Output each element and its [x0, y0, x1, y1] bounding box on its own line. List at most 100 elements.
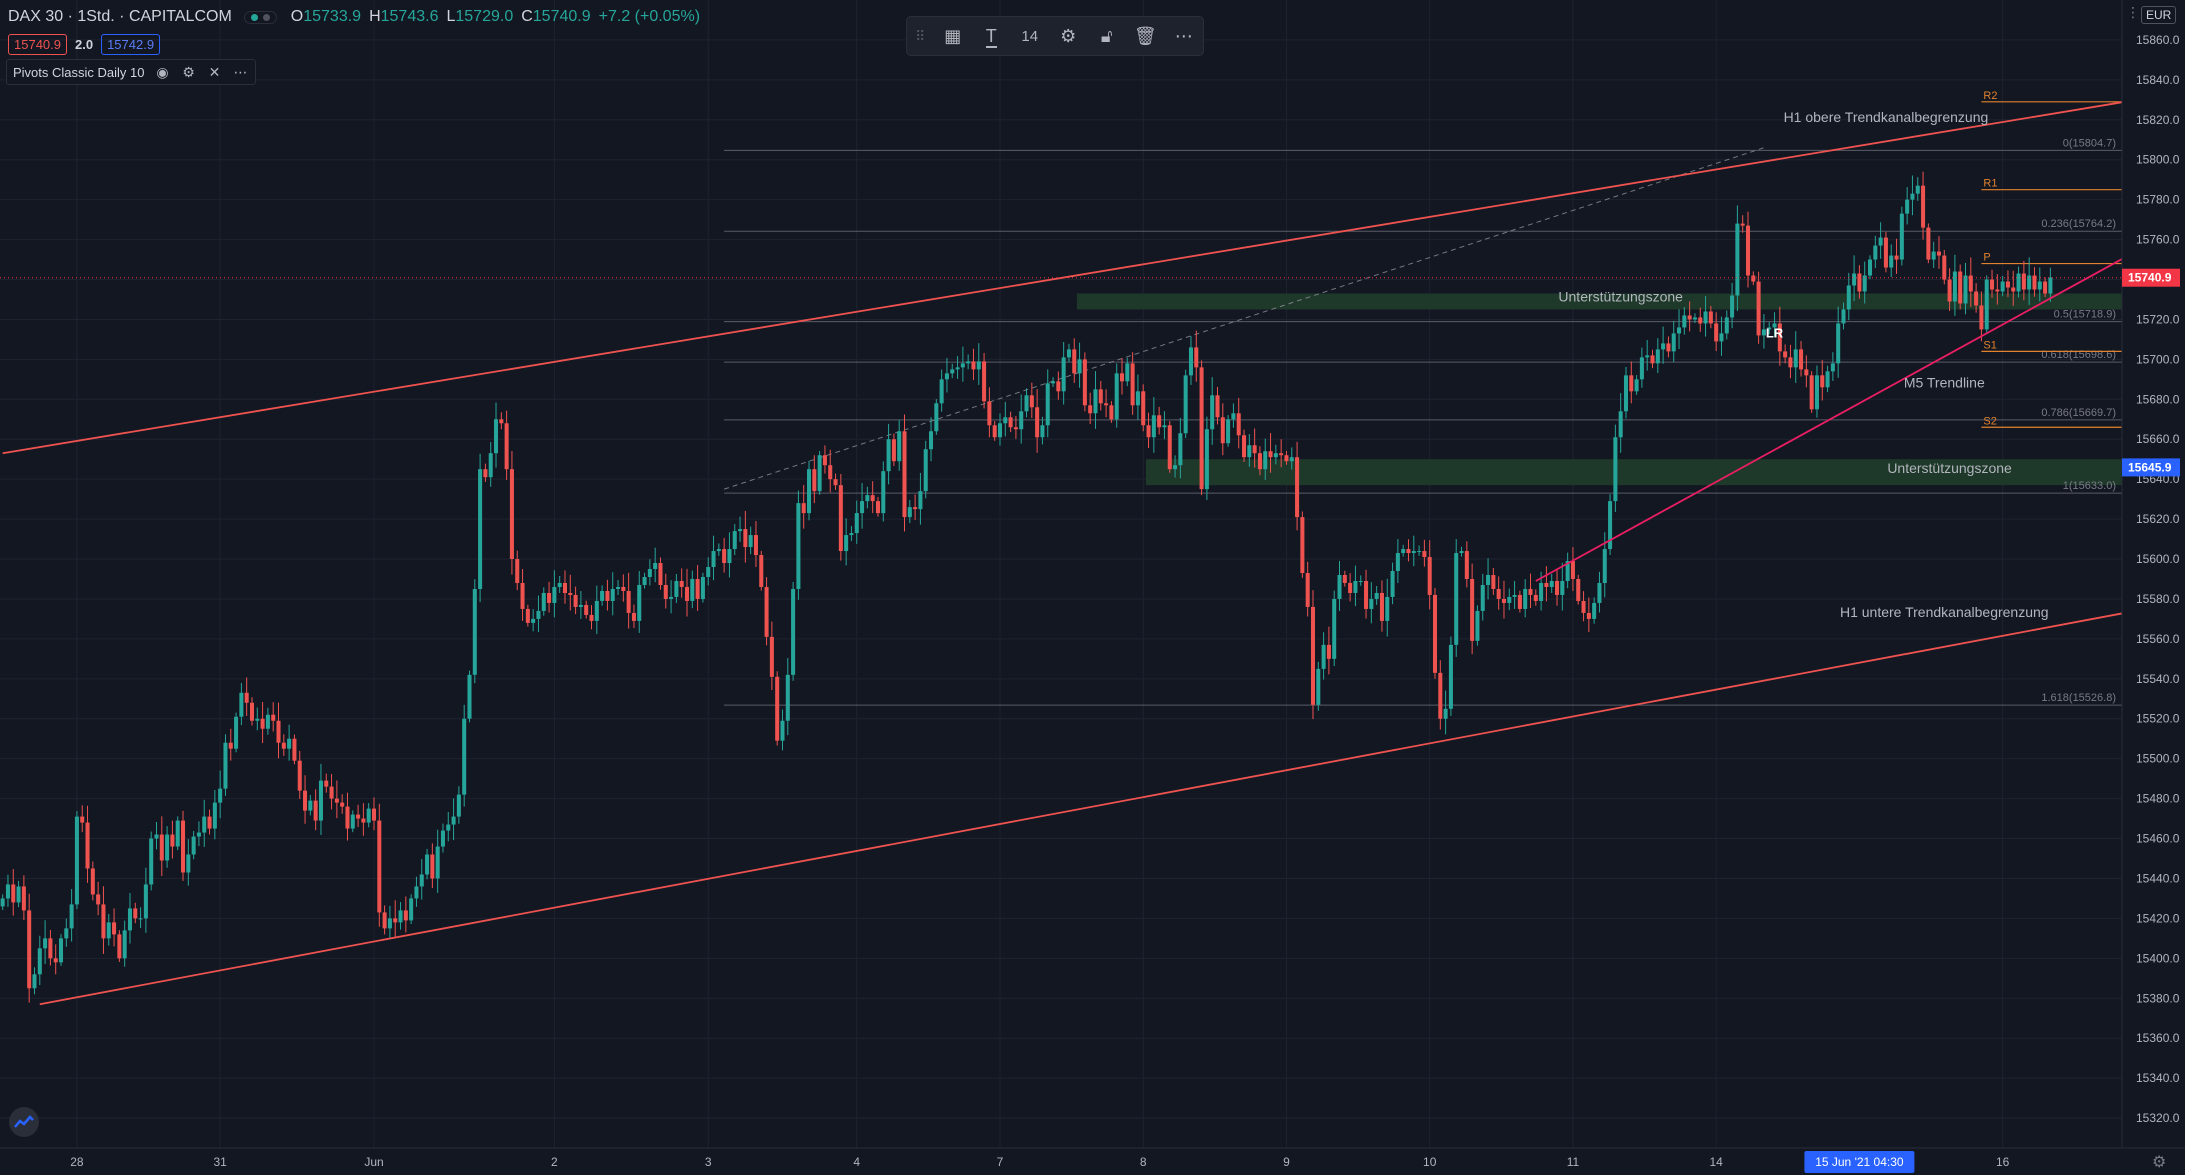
candle-body [838, 485, 843, 552]
price-tick-label: 15820.0 [2136, 113, 2180, 127]
candle-body [1597, 582, 1602, 603]
candle-body [366, 808, 371, 823]
candle-body [1501, 598, 1506, 603]
candle-body [1523, 588, 1528, 609]
candle-body [440, 830, 445, 847]
fib-level-label: 0.618(15698.6) [2041, 349, 2116, 361]
symbol-name[interactable]: DAX 30 · 1Std. · CAPITALCOM [8, 8, 232, 25]
candle-body [1809, 375, 1814, 410]
crosshair-time-badge [1804, 1151, 1915, 1173]
price-tick-label: 15760.0 [2136, 233, 2180, 247]
candle-body [1724, 317, 1729, 334]
candle-body [1305, 573, 1310, 607]
gear-icon[interactable]: ⚙ [182, 63, 195, 80]
drag-handle-icon[interactable]: ⠿ [915, 27, 926, 44]
candle-body [732, 531, 737, 550]
price-tick-label: 15460.0 [2136, 832, 2180, 846]
time-tick-label: 9 [1283, 1155, 1290, 1169]
chart-settings-icon[interactable]: ⚙ [2152, 1154, 2167, 1171]
candle-body [1125, 363, 1130, 382]
candle-body [1846, 285, 1851, 310]
candle-body [1470, 578, 1475, 641]
candle-body [1990, 279, 1995, 290]
font-size-select[interactable]: 14 [1021, 27, 1039, 45]
candle-body [1310, 606, 1316, 705]
candle-body [1459, 551, 1464, 554]
candle-body [1247, 445, 1252, 458]
candle-body [1677, 327, 1682, 334]
candle-body [780, 720, 785, 741]
price-tick-label: 15860.0 [2136, 33, 2180, 47]
chart-annotation: Unterstützungszone [1558, 288, 1683, 304]
candle-body [525, 608, 530, 623]
candle-body [1316, 668, 1321, 705]
candle-body [1178, 433, 1183, 466]
candle-body [1162, 425, 1167, 428]
candle-body [817, 455, 822, 492]
candle-body [414, 886, 419, 899]
market-status[interactable] [243, 10, 277, 24]
time-tick-label: 31 [213, 1155, 227, 1169]
sell-price-button[interactable]: 15740.9 [8, 33, 67, 55]
candle-body [753, 535, 758, 556]
price-tick-label: 15480.0 [2136, 792, 2180, 806]
candle-body [361, 818, 366, 823]
fib-level-label: 0(15804.7) [2063, 137, 2116, 149]
candle-body [1836, 323, 1841, 364]
delete-icon[interactable]: 🗑︎ [1133, 25, 1157, 46]
candle-body [1188, 347, 1193, 376]
candle-body [1560, 580, 1565, 595]
candle-body [1242, 435, 1247, 458]
candle-body [1655, 349, 1660, 364]
candle-body [2011, 287, 2016, 292]
candle-body [907, 507, 912, 518]
lock-icon[interactable]: 🔓︎ [1100, 25, 1113, 46]
tradingview-logo-icon[interactable] [9, 1107, 39, 1137]
settings-icon[interactable]: ⚙ [1060, 25, 1077, 46]
candle-body [1130, 363, 1135, 406]
candle-body [292, 738, 297, 761]
symbol-legend[interactable]: DAX 30 · 1Std. · CAPITALCOM O 15733.9 H 15… [8, 6, 700, 28]
more-icon[interactable]: ⋯ [1174, 25, 1193, 46]
candle-body [483, 469, 488, 478]
candle-body [934, 403, 939, 432]
candle-body [1104, 403, 1109, 406]
candle-body [1539, 582, 1544, 601]
candle-body [303, 790, 308, 811]
candle-body [1921, 185, 1926, 228]
candle-body [674, 580, 679, 597]
price-tick-label: 15400.0 [2136, 951, 2180, 965]
candle-body [1820, 375, 1825, 388]
candle-body [1613, 437, 1618, 502]
indicator-name[interactable]: Pivots Classic Daily 10 [13, 64, 145, 80]
candle-body [425, 854, 430, 875]
candle-body [950, 369, 955, 374]
candle-body [350, 814, 355, 829]
candle-body [1714, 323, 1719, 342]
candle-body [1984, 279, 1989, 330]
pivot-label: R2 [1983, 90, 1997, 102]
candle-body [1555, 580, 1560, 595]
templates-icon[interactable]: ▦ [944, 25, 962, 46]
candle-body [308, 800, 313, 811]
currency-label[interactable]: EUR [2141, 6, 2177, 24]
eye-icon[interactable]: ◉ [156, 63, 169, 80]
indicator-legend[interactable]: Pivots Classic Daily 10 ◉ ⚙ ✕ ⋯ [6, 59, 256, 85]
text-color-icon[interactable]: T [985, 25, 997, 48]
candle-body [1051, 381, 1056, 384]
candle-body [828, 465, 833, 480]
close-icon[interactable]: ✕ [208, 63, 221, 80]
price-tick-label: 15440.0 [2136, 871, 2180, 885]
candle-body [2000, 281, 2005, 292]
candle-body [1952, 271, 1957, 302]
candle-body [1650, 355, 1655, 364]
price-badge [2122, 268, 2180, 287]
candle-body [186, 854, 191, 873]
buy-price-button[interactable]: 15742.9 [101, 33, 161, 55]
candle-body [1979, 305, 1984, 330]
candle-body [865, 495, 870, 502]
price-scale-menu-icon[interactable]: ⋮ [2126, 4, 2140, 20]
candle-body [1926, 227, 1931, 260]
more-icon[interactable]: ⋯ [233, 63, 248, 80]
